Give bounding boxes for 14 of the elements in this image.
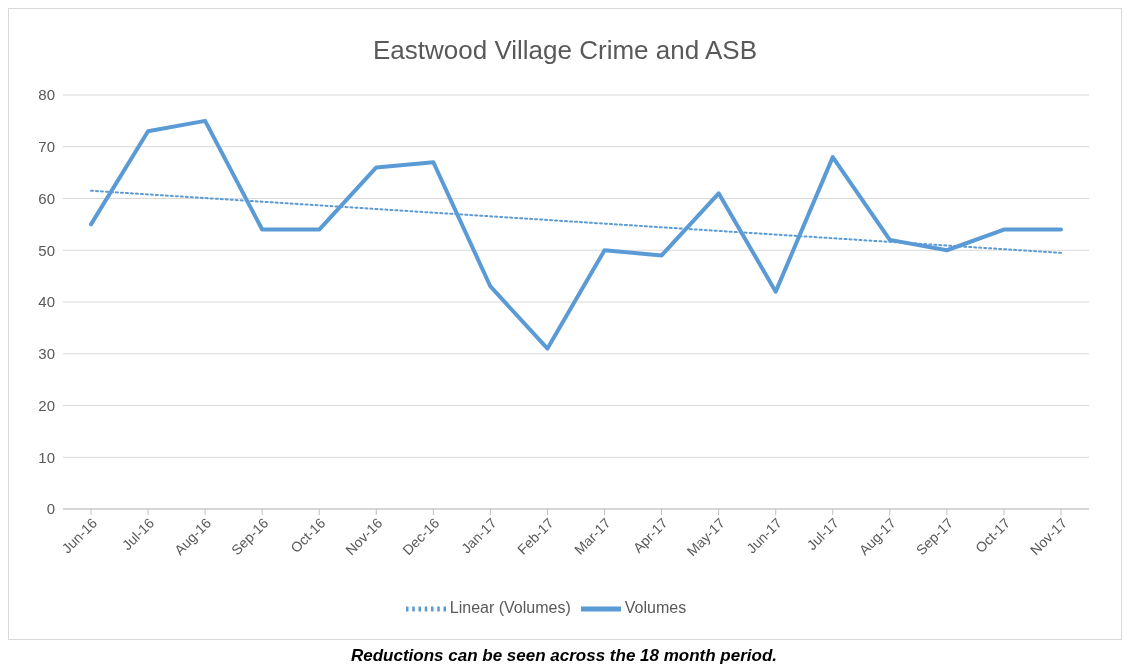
y-tick-label: 50 xyxy=(38,241,55,259)
y-tick-label: 70 xyxy=(38,138,55,156)
line-series xyxy=(89,118,1063,351)
y-tick-label: 20 xyxy=(38,396,55,414)
text: Reductions can be seen across the 18 month period. xyxy=(349,646,779,664)
y-tick-label: 40 xyxy=(38,293,55,311)
y-tick-label: 60 xyxy=(38,189,55,207)
y-tick-label: 30 xyxy=(38,345,55,363)
chart-title: Eastwood Village Crime and ASB xyxy=(372,34,758,67)
legend-label: Linear (Volumes) xyxy=(449,599,571,617)
y-tick-label: 10 xyxy=(38,448,55,466)
y-tick-label: 0 xyxy=(46,500,55,518)
legend-label: Volumes xyxy=(624,599,687,617)
y-tick-label: 80 xyxy=(38,86,55,104)
